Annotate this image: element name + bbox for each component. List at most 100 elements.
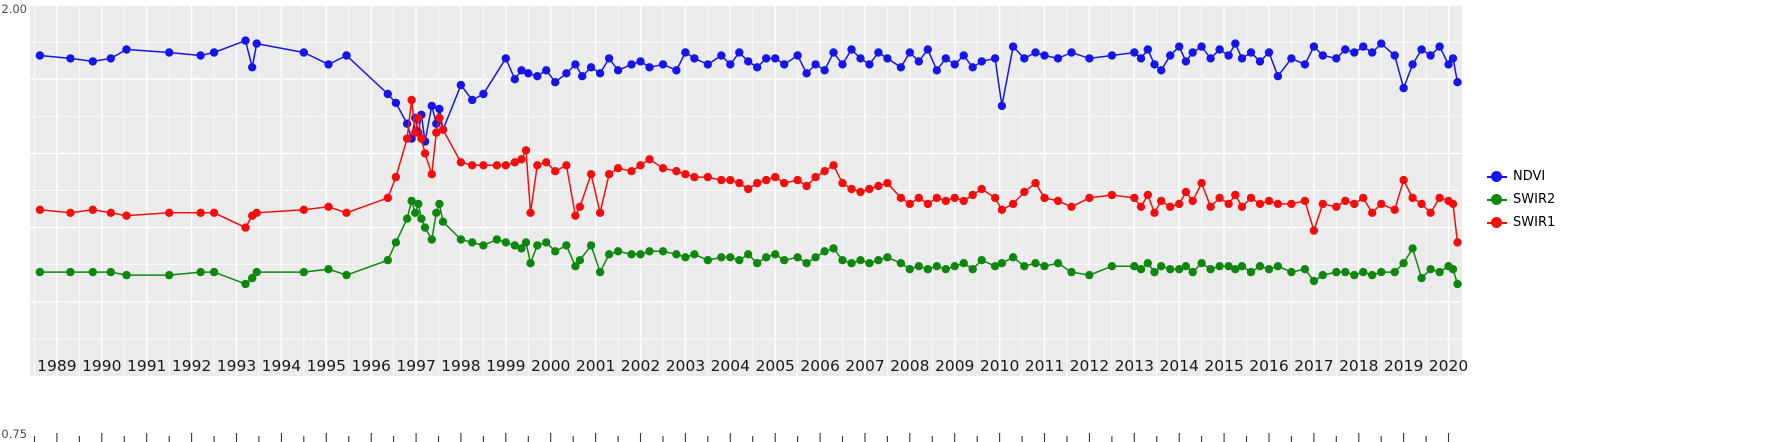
- data-point: [1435, 267, 1444, 277]
- x-tick-label: 1998: [441, 357, 480, 375]
- data-point: [932, 262, 941, 271]
- data-point: [681, 48, 690, 57]
- data-point: [1246, 193, 1256, 203]
- data-point: [1417, 45, 1426, 54]
- data-point: [122, 45, 131, 54]
- data-point: [342, 270, 351, 280]
- data-point: [595, 69, 605, 78]
- data-point: [196, 267, 205, 277]
- data-point: [672, 250, 681, 259]
- data-point: [1067, 267, 1076, 277]
- data-point: [923, 45, 932, 54]
- data-point: [517, 155, 526, 164]
- data-point: [299, 48, 308, 57]
- data-point: [645, 155, 654, 164]
- data-point: [1143, 45, 1153, 54]
- data-point: [1448, 265, 1458, 274]
- data-point: [1426, 265, 1435, 274]
- data-point: [1237, 202, 1247, 211]
- data-point: [1350, 270, 1359, 280]
- legend-label-swir1: SWIR1: [1513, 215, 1556, 230]
- data-point: [856, 187, 865, 197]
- x-tick-label: 1993: [217, 357, 256, 375]
- data-point: [1246, 48, 1256, 57]
- data-point: [1273, 262, 1283, 271]
- data-point: [941, 196, 950, 206]
- data-point: [1368, 270, 1377, 280]
- data-point: [1040, 193, 1049, 203]
- data-point: [883, 178, 892, 188]
- data-point: [1332, 267, 1341, 277]
- data-point: [627, 60, 636, 69]
- data-point: [1390, 205, 1399, 214]
- data-point: [533, 72, 542, 81]
- data-point: [820, 247, 829, 256]
- data-point: [1143, 259, 1153, 268]
- data-point: [510, 75, 519, 84]
- data-point: [165, 48, 174, 57]
- data-point: [391, 238, 401, 247]
- data-point: [658, 60, 668, 69]
- x-tick-label: 1991: [127, 357, 166, 375]
- data-point: [744, 184, 753, 194]
- data-point: [1231, 265, 1240, 274]
- data-point: [883, 253, 892, 262]
- x-tick-label: 1996: [351, 357, 390, 375]
- data-point: [1053, 196, 1063, 206]
- data-point: [1130, 193, 1139, 203]
- data-point: [941, 265, 950, 274]
- data-point: [1224, 199, 1233, 209]
- x-tick-label: 2016: [1249, 357, 1288, 375]
- data-point: [88, 205, 98, 214]
- data-point: [780, 178, 789, 188]
- data-point: [811, 253, 820, 262]
- data-point: [1350, 48, 1359, 57]
- data-point: [604, 250, 614, 259]
- series-swir2: [35, 196, 1462, 289]
- data-point: [874, 256, 883, 265]
- legend-label-swir2: SWIR2: [1513, 192, 1556, 207]
- data-point: [432, 128, 441, 137]
- data-point: [456, 158, 466, 167]
- data-point: [1231, 39, 1240, 48]
- legend-key-swir1: [1487, 216, 1507, 230]
- data-point: [383, 89, 392, 99]
- data-point: [997, 205, 1007, 214]
- data-point: [1206, 54, 1215, 63]
- data-point: [883, 54, 892, 63]
- data-point: [1107, 51, 1117, 60]
- y-tick-label-top: 2.00: [1, 2, 27, 16]
- data-point: [636, 250, 645, 259]
- data-point: [1264, 48, 1274, 57]
- data-point: [533, 161, 542, 170]
- legend-keydot-ndvi: [1491, 171, 1502, 182]
- data-point: [517, 244, 526, 253]
- data-point: [510, 241, 519, 250]
- data-point: [342, 51, 351, 60]
- data-point: [762, 175, 771, 185]
- data-point: [1448, 199, 1458, 209]
- data-point: [690, 250, 699, 259]
- data-point: [1040, 262, 1049, 271]
- data-point: [1377, 199, 1386, 209]
- data-point: [1136, 54, 1146, 63]
- data-point: [847, 45, 856, 54]
- x-tick-label: 2019: [1384, 357, 1423, 375]
- data-point: [521, 238, 531, 247]
- x-tick-label: 2010: [980, 357, 1019, 375]
- data-point: [703, 256, 712, 265]
- data-point: [690, 172, 699, 182]
- legend-item-swir2: SWIR2: [1487, 192, 1555, 208]
- data-point: [735, 256, 744, 265]
- x-tick-label: 2006: [800, 357, 839, 375]
- data-point: [1166, 265, 1175, 274]
- data-point: [1136, 265, 1146, 274]
- data-point: [865, 184, 874, 194]
- data-point: [595, 267, 605, 277]
- data-point: [252, 208, 261, 217]
- data-point: [923, 199, 932, 209]
- data-point: [1453, 78, 1462, 87]
- data-point: [35, 267, 45, 277]
- data-point: [35, 205, 45, 214]
